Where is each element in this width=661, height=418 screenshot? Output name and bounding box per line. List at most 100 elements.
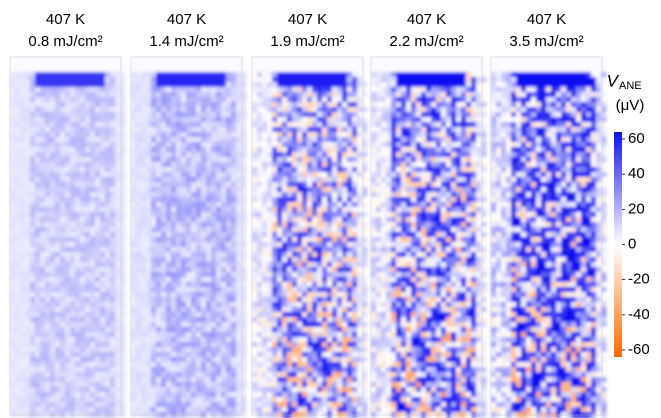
heatmap-cell (75, 212, 81, 218)
heatmap-cell (297, 132, 303, 138)
heatmap-cell (282, 112, 288, 118)
heatmap-cell (45, 302, 51, 308)
heatmap-cell (231, 342, 237, 348)
heatmap-cell (231, 282, 237, 288)
heatmap-cell (196, 307, 202, 313)
heatmap-cell (277, 297, 283, 303)
heatmap-cell (166, 272, 172, 278)
heatmap-cell (20, 262, 26, 268)
heatmap-cell (312, 87, 318, 93)
heatmap-cell (25, 292, 31, 298)
heatmap-cell (282, 187, 288, 193)
heatmap-cell (20, 152, 26, 158)
heatmap-cell (110, 377, 116, 383)
heatmap-cell (15, 167, 21, 173)
heatmap-cell (226, 337, 232, 343)
heatmap-cell (337, 67, 343, 73)
heatmap-cell (277, 122, 283, 128)
heatmap-cell (95, 372, 101, 378)
heatmap-cell (100, 327, 106, 333)
heatmap-cell (322, 82, 328, 88)
heatmap-cell (196, 312, 202, 318)
heatmap-cell (70, 327, 76, 333)
heatmap-cell (231, 247, 237, 253)
heatmap-cell (196, 352, 202, 358)
heatmap-cell (110, 92, 116, 98)
heatmap-cell (292, 382, 298, 388)
heatmap-cell (231, 162, 237, 168)
heatmap-cell (201, 317, 207, 323)
heatmap-cell (115, 132, 121, 138)
heatmap-cell (186, 227, 192, 233)
heatmap-cell (221, 67, 227, 73)
heatmap-cell (55, 312, 61, 318)
heatmap-cell (131, 57, 137, 63)
heatmap-cell (347, 312, 353, 318)
heatmap-cell (292, 82, 298, 88)
heatmap-cell (362, 387, 368, 393)
heatmap-cell (40, 142, 46, 148)
heatmap-cell (100, 262, 106, 268)
heatmap-cell (141, 332, 147, 338)
heatmap-cell (206, 112, 212, 118)
heatmap-cell (35, 402, 41, 408)
heatmap-cell (186, 407, 192, 413)
heatmap-cell (100, 332, 106, 338)
heatmap-cell (110, 237, 116, 243)
heatmap-cell (141, 97, 147, 103)
heatmap-cell (211, 307, 217, 313)
heatmap-cell (312, 167, 318, 173)
heatmap-cell (201, 57, 207, 63)
heatmap-cell (211, 382, 217, 388)
heatmap-cell (332, 67, 338, 73)
heatmap-cell (287, 332, 293, 338)
heatmap-cell (176, 237, 182, 243)
heatmap-cell (257, 157, 263, 163)
heatmap-cell (146, 102, 152, 108)
heatmap-cell (141, 182, 147, 188)
heatmap-cell (317, 272, 323, 278)
heatmap-cell (131, 107, 137, 113)
heatmap-cell (35, 87, 41, 93)
heatmap-cell (105, 242, 111, 248)
heatmap-cell (120, 377, 126, 383)
heatmap-cell (171, 247, 177, 253)
heatmap-cell (201, 157, 207, 163)
heatmap-cell (282, 77, 288, 83)
heatmap-cell (161, 107, 167, 113)
heatmap-cell (342, 227, 348, 233)
heatmap-cell (35, 77, 41, 83)
heatmap-cell (166, 207, 172, 213)
heatmap-cell (347, 252, 353, 258)
heatmap-cell (231, 132, 237, 138)
heatmap-cell (120, 287, 126, 293)
heatmap-cell (181, 257, 187, 263)
heatmap-cell (151, 172, 157, 178)
heatmap-cell (206, 77, 212, 83)
heatmap-cell (151, 82, 157, 88)
heatmap-cell (40, 232, 46, 238)
heatmap-cell (236, 97, 242, 103)
heatmap-cell (332, 377, 338, 383)
heatmap-cell (262, 372, 268, 378)
heatmap-cell (156, 397, 162, 403)
heatmap-cell (40, 167, 46, 173)
heatmap-cell (236, 392, 242, 398)
heatmap-cell (357, 127, 363, 133)
heatmap-cell (60, 127, 66, 133)
heatmap-cell (156, 202, 162, 208)
heatmap-cell (70, 407, 76, 413)
heatmap-cell (252, 167, 258, 173)
heatmap-cell (141, 322, 147, 328)
heatmap-cell (120, 237, 126, 243)
heatmap-cell (60, 137, 66, 143)
heatmap-cell (282, 297, 288, 303)
heatmap-cell (110, 322, 116, 328)
heatmap-cell (252, 132, 258, 138)
heatmap-cell (146, 362, 152, 368)
heatmap-cell (277, 72, 283, 78)
heatmap-cell (337, 122, 343, 128)
heatmap-cell (136, 307, 142, 313)
heatmap-cell (252, 157, 258, 163)
heatmap-cell (45, 402, 51, 408)
